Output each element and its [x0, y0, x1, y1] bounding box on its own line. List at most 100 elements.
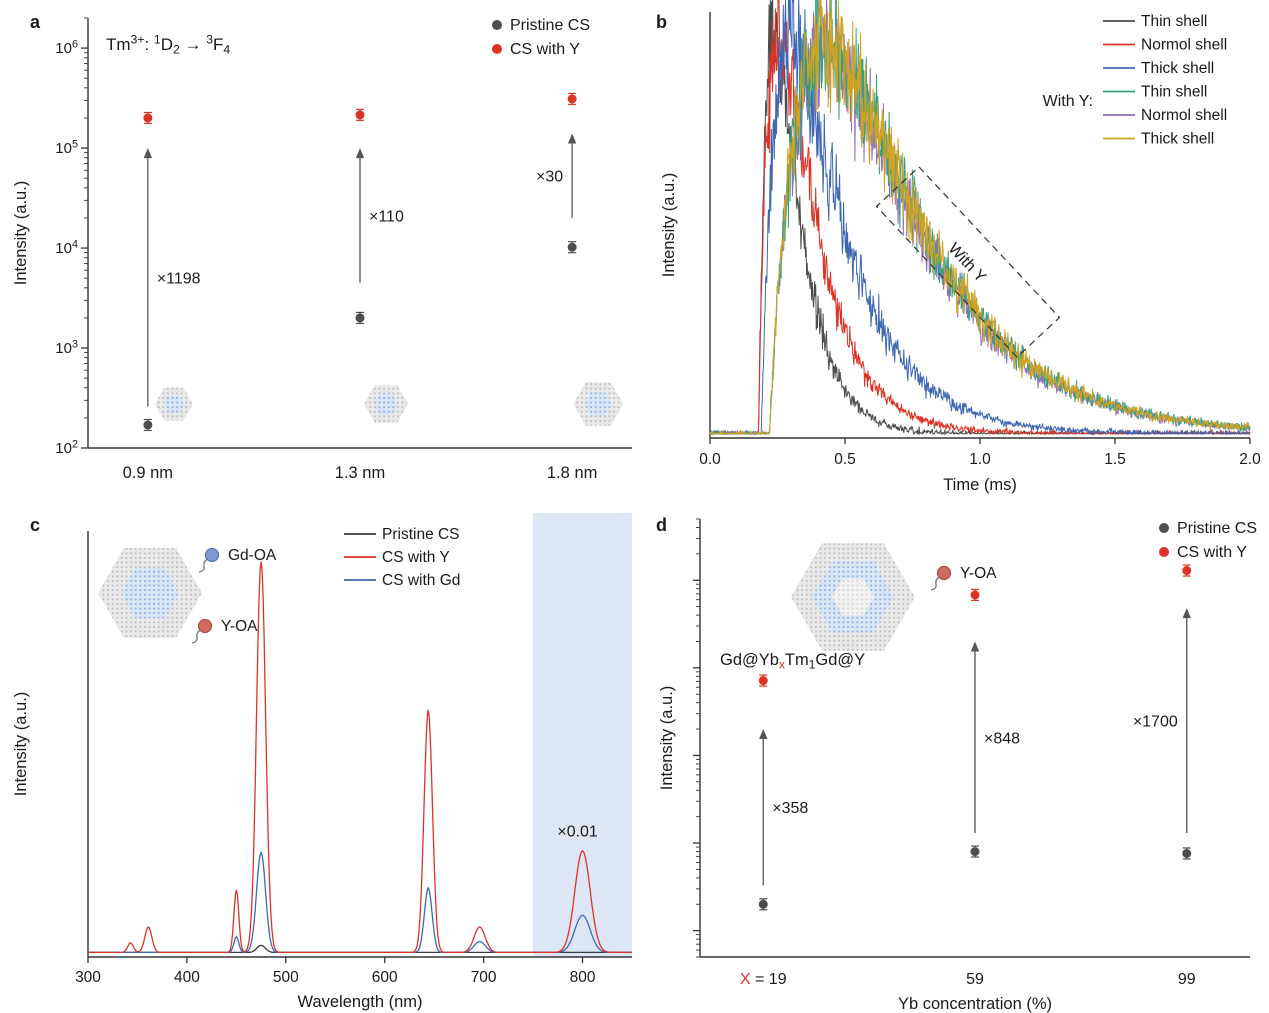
- oleate-tail-icon: [198, 558, 209, 573]
- decay-curve-with_y: [709, 0, 1251, 436]
- adatom-label-y-oa: Y-OA: [960, 565, 997, 582]
- fold-annotation: ×848: [984, 730, 1020, 747]
- legend-label: Thin shell: [1141, 84, 1207, 101]
- legend-label: Thick shell: [1141, 60, 1214, 77]
- legend-marker: [492, 44, 502, 54]
- x-tick-label: 99: [1178, 971, 1196, 988]
- shaded-region: [533, 513, 632, 957]
- hexagon-core-icon: [584, 392, 612, 416]
- data-point: [355, 110, 365, 120]
- y-tick-label: 104: [55, 238, 78, 257]
- adatom-label-gd-oa: Gd-OA: [228, 547, 277, 564]
- y-tick-label: 102: [55, 438, 78, 457]
- x-tick-label: 0.0: [699, 451, 721, 468]
- x-tick-label: 59: [966, 971, 984, 988]
- legend-marker: [492, 20, 502, 30]
- fold-annotation: ×1198: [157, 270, 201, 287]
- adatom-icon: [197, 618, 213, 634]
- data-point: [758, 676, 768, 686]
- legend-label: Normol shell: [1141, 107, 1227, 124]
- panel-d-intensity-scatter-chart: d Intensity (a.u.) X = 19 59 99 Yb concentrat…: [656, 515, 1257, 1013]
- data-point: [970, 590, 980, 600]
- legend-label: CS with Y: [1177, 544, 1247, 561]
- y-tick-label: 103: [55, 338, 78, 357]
- panel-label: c: [30, 515, 40, 535]
- hexagon-core-icon: [163, 395, 185, 413]
- y-axis-label: Intensity (a.u.): [660, 173, 678, 278]
- x-tick-label: 0.9 nm: [123, 464, 173, 482]
- legend-marker: [1159, 523, 1169, 533]
- fold-annotation: ×110: [369, 208, 404, 225]
- scale-annotation: ×0.01: [557, 824, 598, 841]
- legend-label: Normol shell: [1141, 37, 1227, 54]
- fold-annotation: ×30: [536, 169, 563, 186]
- oleate-tail-icon: [930, 576, 941, 591]
- fold-arrow: [759, 729, 768, 740]
- x-tick-label: 400: [174, 969, 200, 986]
- fold-arrow: [1182, 608, 1191, 619]
- x-tick-label: 1.3 nm: [335, 464, 385, 482]
- x-tick-label: 1.5: [1104, 451, 1126, 468]
- fold-annotation: ×1700: [1133, 714, 1178, 731]
- panel-label: d: [656, 515, 667, 535]
- hexagon-core-icon: [832, 578, 874, 616]
- legend-label: Thin shell: [1141, 13, 1207, 30]
- x-tick-label: 1.0: [969, 451, 991, 468]
- adatom-icon: [204, 547, 220, 563]
- fold-arrow: [143, 148, 153, 159]
- x-tick-label: 500: [273, 969, 299, 986]
- x-tick-label: X = 19: [740, 971, 787, 988]
- fold-arrow: [970, 641, 980, 652]
- data-point: [1182, 848, 1192, 858]
- x-tick-label: 300: [75, 969, 101, 986]
- legend-label: Pristine CS: [510, 17, 590, 34]
- x-axis-label: Time (ms): [943, 476, 1017, 494]
- y-axis-label: Intensity (a.u.): [658, 686, 676, 791]
- y-tick-label: 105: [55, 138, 78, 157]
- data-point: [567, 242, 577, 252]
- spectrum-curve: [88, 561, 632, 954]
- x-tick-label: 800: [570, 969, 596, 986]
- legend-label: Pristine CS: [1177, 520, 1257, 537]
- fold-arrow: [355, 148, 365, 159]
- x-tick-label: 2.0: [1239, 451, 1261, 468]
- x-tick-label: 700: [471, 969, 497, 986]
- x-tick-label: 1.8 nm: [547, 464, 597, 482]
- fold-arrow: [567, 133, 577, 144]
- panel-label: b: [656, 12, 667, 32]
- data-point: [1182, 566, 1192, 576]
- x-axis-label: Wavelength (nm): [297, 993, 422, 1011]
- panel-b-decay-curves-chart: b 0.0 0.5 1.0 1.5 2.0 Time (ms) Intensity (a.u.…: [656, 0, 1261, 494]
- formula-label: Gd@YbxTm1Gd@Y: [720, 651, 865, 671]
- data-point: [143, 113, 153, 123]
- legend-label: Pristine CS: [382, 526, 460, 543]
- x-tick-label: 600: [372, 969, 398, 986]
- hexagon-core-icon: [121, 567, 179, 619]
- legend-label: CS with Y: [382, 549, 450, 566]
- legend-label: Thick shell: [1141, 131, 1214, 148]
- data-point: [355, 313, 365, 323]
- data-point: [970, 847, 980, 857]
- data-point: [758, 899, 768, 909]
- hexagon-core-icon: [373, 393, 399, 415]
- panel-label: a: [30, 12, 41, 32]
- legend-group-title: With Y:: [1043, 93, 1093, 110]
- panel-a-intensity-scatter-chart: a 102 103 104 105 106 Intensity (a.u.) 0.9 nm 1.…: [12, 12, 632, 482]
- oleate-tail-icon: [191, 629, 202, 644]
- legend-marker: [1159, 547, 1169, 557]
- fold-annotation: ×358: [772, 800, 808, 817]
- with-y-dashed-box: [875, 166, 1061, 358]
- y-axis-label: Intensity (a.u.): [12, 181, 30, 286]
- adatom-icon: [936, 565, 952, 581]
- legend-label: CS with Gd: [382, 572, 460, 589]
- legend-label: CS with Y: [510, 41, 580, 58]
- y-tick-label: 106: [55, 38, 78, 57]
- panel-title: Tm3+: 1D2 → 3F4: [106, 33, 230, 57]
- panel-c-emission-spectrum-chart: c 300 400 500 600 700 800 Wavelength (nm) Intens…: [12, 513, 632, 1011]
- adatom-label-y-oa: Y-OA: [221, 618, 258, 635]
- data-point: [143, 420, 153, 430]
- x-axis-label: Yb concentration (%): [898, 995, 1052, 1013]
- y-axis-label: Intensity (a.u.): [12, 692, 30, 797]
- data-point: [567, 94, 577, 104]
